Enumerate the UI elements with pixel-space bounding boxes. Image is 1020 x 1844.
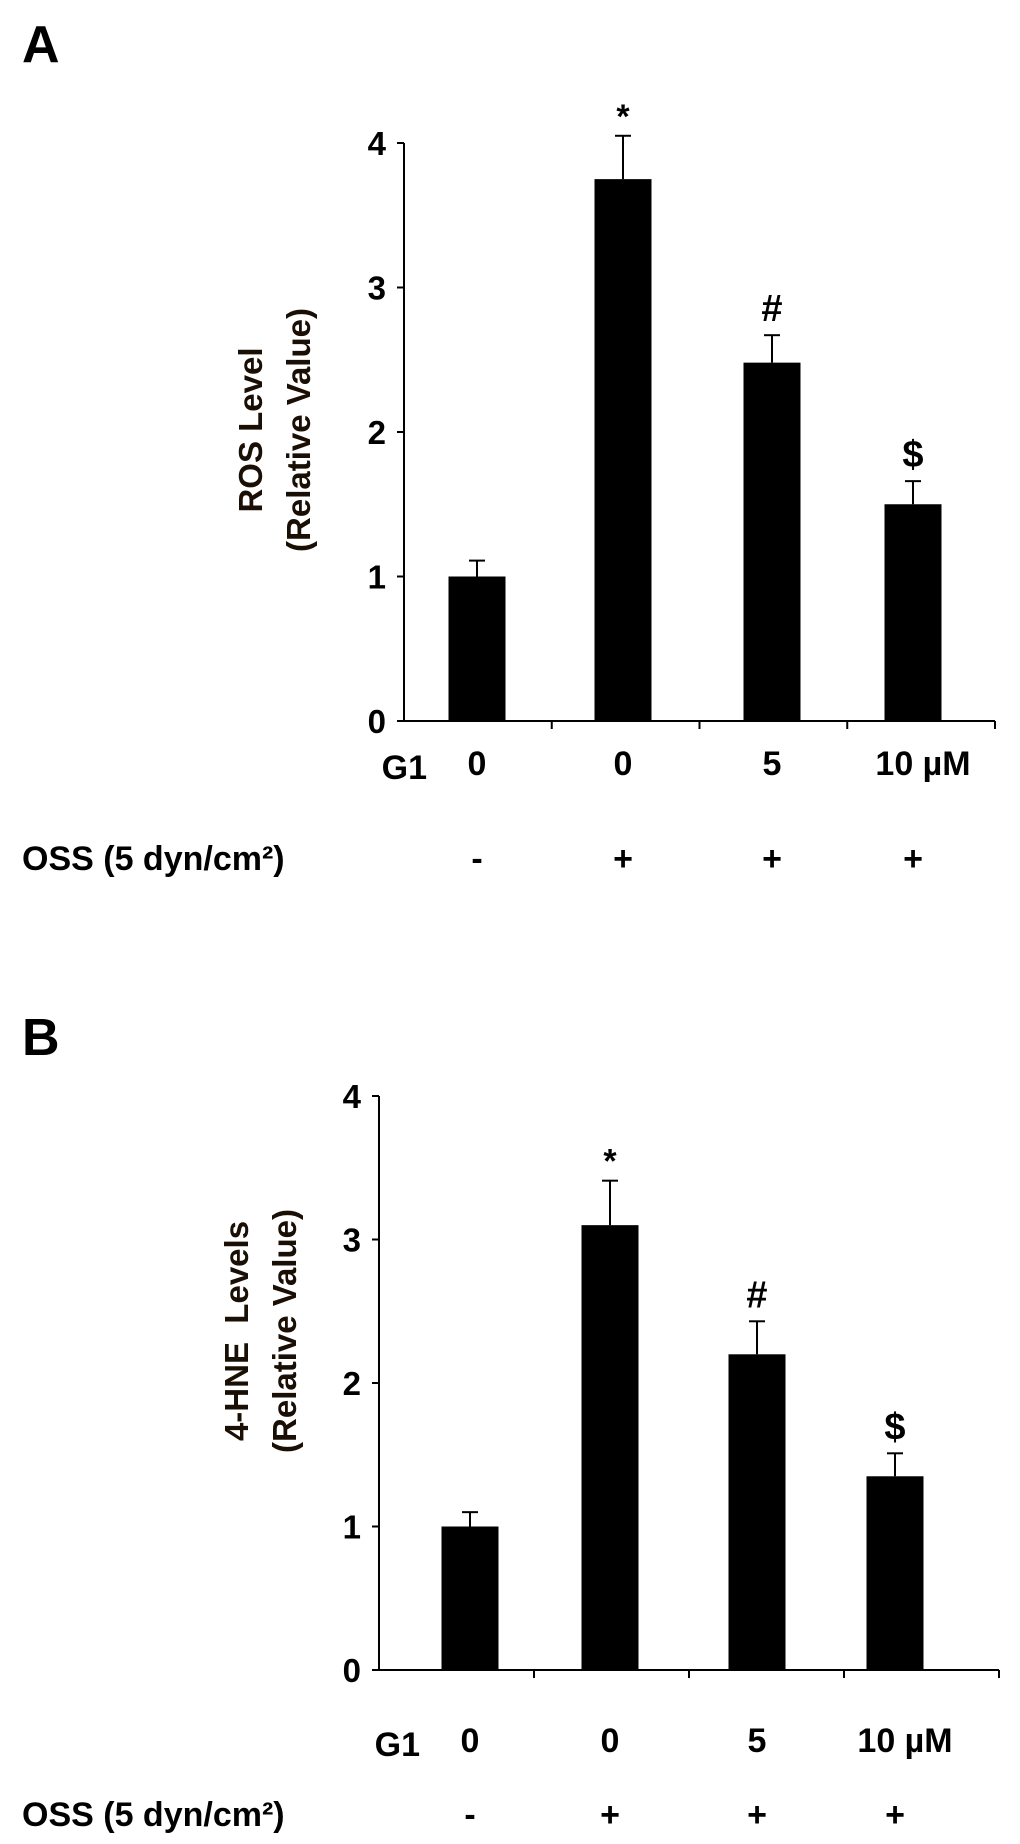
bar	[728, 1354, 786, 1670]
oss-value: +	[762, 840, 782, 878]
x-tick-label: 0	[601, 1722, 620, 1760]
significance-marker: $	[902, 434, 923, 476]
x-tick-label: 10 µM	[857, 1722, 952, 1760]
chart-panel-a: A 0 1 2 3 4 ROS Level (Relative Value) 0 - * 0 + #5 + $…	[22, 16, 996, 878]
x-tick-label: 5	[748, 1722, 767, 1760]
oss-value: -	[471, 840, 482, 878]
y-axis-label-line1: 4-HNE Levels	[218, 1221, 255, 1441]
panel-label: B	[22, 1009, 60, 1067]
bar	[884, 504, 942, 721]
bar	[743, 362, 801, 721]
y-axis-label-line2: (Relative Value)	[280, 308, 317, 552]
bar	[448, 576, 506, 721]
y-tick-label: 1	[368, 559, 386, 596]
oss-value: -	[464, 1796, 475, 1834]
y-tick-label: 4	[368, 125, 387, 162]
chart-panel-b: B 0 1 2 3 4 4-HNE Levels (Relative Value) 0 - * 0 + #…	[22, 1009, 1000, 1834]
significance-marker: #	[761, 288, 782, 330]
y-axis-label-line2: (Relative Value)	[266, 1209, 303, 1453]
y-tick-label: 2	[368, 414, 386, 451]
bar	[594, 179, 652, 721]
bar	[866, 1476, 924, 1670]
x-tick-label: 10 µM	[875, 745, 970, 783]
oss-value: +	[613, 840, 633, 878]
y-tick-label: 3	[368, 270, 386, 307]
oss-value: +	[600, 1796, 620, 1834]
g1-row-label: G1	[375, 1726, 420, 1764]
y-tick-label: 3	[343, 1222, 361, 1259]
significance-marker: *	[616, 98, 630, 136]
x-tick-label: 0	[461, 1722, 480, 1760]
y-axis-label-line1: ROS Level	[232, 347, 269, 512]
g1-row-label: G1	[382, 749, 427, 787]
panel-label: A	[22, 16, 60, 74]
oss-row-label: OSS (5 dyn/cm²)	[22, 1796, 285, 1834]
bar	[581, 1225, 639, 1670]
oss-value: +	[747, 1796, 767, 1834]
significance-marker: *	[603, 1143, 617, 1181]
y-tick-label: 0	[343, 1652, 361, 1689]
significance-marker: #	[746, 1274, 767, 1316]
y-tick-label: 4	[343, 1078, 362, 1115]
x-tick-label: 0	[614, 745, 633, 783]
bar	[441, 1526, 499, 1670]
oss-value: +	[885, 1796, 905, 1834]
oss-row-label: OSS (5 dyn/cm²)	[22, 840, 285, 878]
x-tick-label: 0	[468, 745, 487, 783]
y-tick-label: 2	[343, 1365, 361, 1402]
significance-marker: $	[884, 1406, 905, 1448]
x-tick-label: 5	[763, 745, 782, 783]
y-tick-label: 1	[343, 1509, 361, 1546]
y-tick-label: 0	[368, 703, 386, 740]
oss-value: +	[903, 840, 923, 878]
